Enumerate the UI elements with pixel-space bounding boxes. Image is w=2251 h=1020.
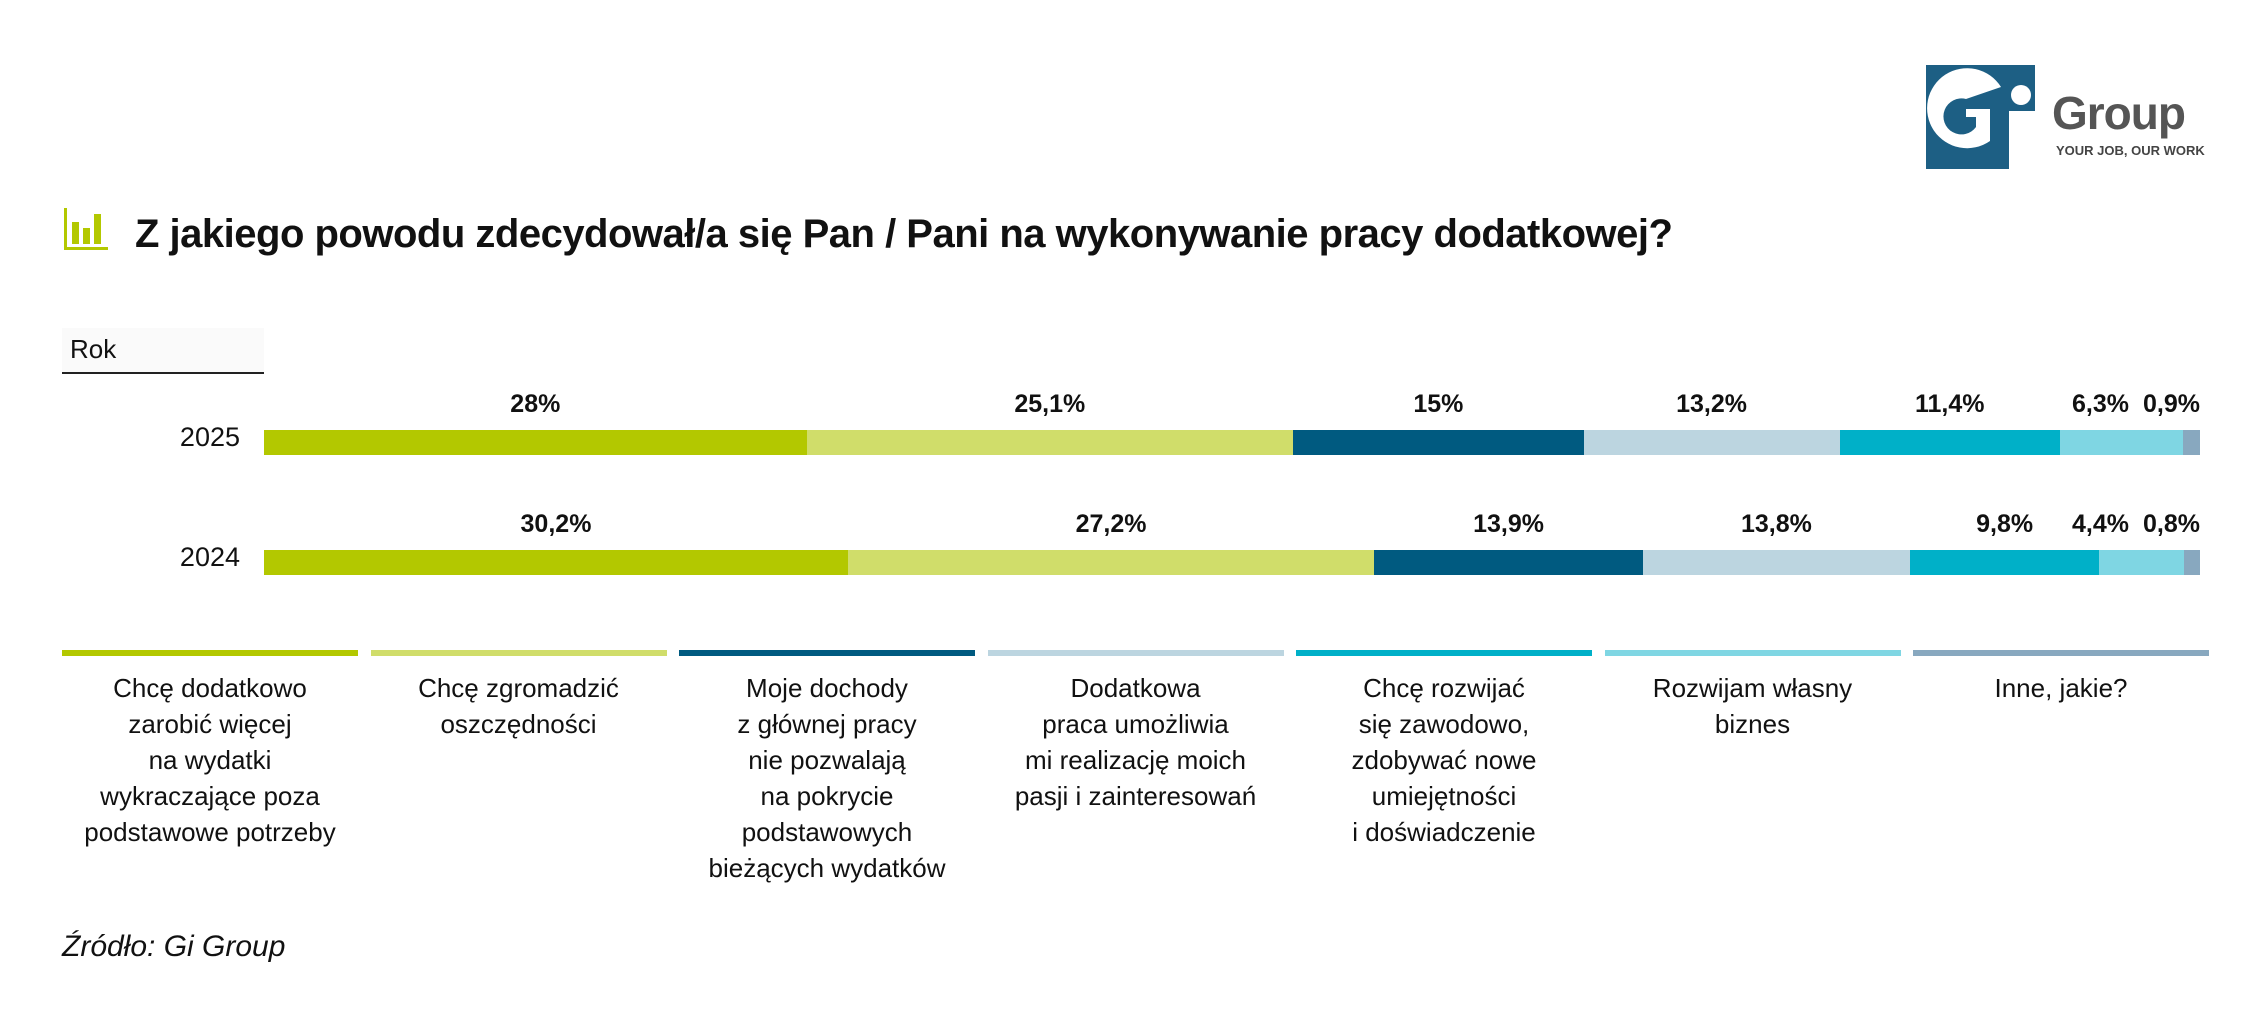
logo-tagline: YOUR JOB, OUR WORK xyxy=(2056,143,2205,158)
logo-text: Group xyxy=(2052,87,2186,139)
bar-segment xyxy=(1909,550,2100,575)
data-label: 6,3% xyxy=(2072,390,2129,418)
data-label: 13,8% xyxy=(1740,510,1812,538)
legend-label: Moje dochody z głównej pracy nie pozwala… xyxy=(708,673,946,883)
data-label: 13,2% xyxy=(1676,390,1748,418)
legend-item: Inne, jakie? xyxy=(1913,650,2209,706)
data-label: 0,9% xyxy=(2143,390,2200,418)
bar-segment xyxy=(848,550,1375,575)
legend-item: Dodatkowa praca umożliwia mi realizację … xyxy=(987,650,1284,814)
bar-segment xyxy=(2184,550,2200,575)
year-label: 2025 xyxy=(179,422,240,452)
data-label: 27,2% xyxy=(1075,510,1147,538)
data-label: 11,4% xyxy=(1915,390,1985,418)
legend-swatch xyxy=(1913,650,2209,656)
bar-segment xyxy=(264,430,807,455)
data-label: 13,9% xyxy=(1473,510,1544,538)
bar-segment xyxy=(1374,550,1643,575)
source-note: Źródło: Gi Group xyxy=(62,930,286,963)
bar-chart-icon xyxy=(64,208,108,250)
bar-segment xyxy=(1293,430,1584,455)
legend-item: Moje dochody z głównej pracy nie pozwala… xyxy=(679,650,975,886)
legend-swatch xyxy=(62,650,358,656)
data-label: 15% xyxy=(1413,390,1464,418)
gi-logo-icon xyxy=(1927,68,2035,169)
bar-segment xyxy=(2182,430,2200,455)
bar-segment xyxy=(806,430,1294,455)
legend-swatch xyxy=(1296,650,1592,656)
year-axis-header: Rok xyxy=(62,328,264,374)
bar-2024 xyxy=(264,550,2200,575)
legend-item: Chcę dodatkowo zarobić więcej na wydatki… xyxy=(62,650,358,850)
legend-label: Inne, jakie? xyxy=(1994,673,2128,703)
chart-title: Z jakiego powodu zdecydował/a się Pan / … xyxy=(135,212,1673,256)
data-label: 30,2% xyxy=(520,510,592,538)
bar-segment xyxy=(1583,430,1840,455)
legend-swatch xyxy=(1604,650,1901,656)
legend-label: Chcę zgromadzić oszczędności xyxy=(418,673,619,739)
legend-label: Dodatkowa praca umożliwia mi realizację … xyxy=(1014,673,1257,811)
data-label: 9,8% xyxy=(1976,510,2034,538)
data-label: 4,4% xyxy=(2072,510,2129,538)
legend-swatch xyxy=(679,650,975,656)
year-label: 2024 xyxy=(179,542,240,572)
legend-item: Chcę rozwijać się zawodowo, zdobywać now… xyxy=(1296,650,1592,850)
legend-swatch xyxy=(987,650,1284,656)
bar-2025 xyxy=(264,430,2200,455)
bar-segment xyxy=(2099,550,2185,575)
bar-segment xyxy=(2060,430,2183,455)
data-label: 25,1% xyxy=(1014,390,1086,418)
legend-item: Rozwijam własny biznes xyxy=(1604,650,1901,742)
legend-label: Rozwijam własny biznes xyxy=(1652,673,1853,739)
legend-item: Chcę zgromadzić oszczędności xyxy=(370,650,667,742)
gi-group-logo-mark xyxy=(1926,65,2035,169)
data-label: 0,8% xyxy=(2143,510,2200,538)
bar-segment xyxy=(1642,550,1910,575)
year-axis-label: Rok xyxy=(70,334,117,364)
bar-segment xyxy=(264,550,849,575)
data-label: 28% xyxy=(510,390,561,418)
legend-label: Chcę dodatkowo zarobić więcej na wydatki… xyxy=(84,673,336,847)
legend-label: Chcę rozwijać się zawodowo, zdobywać now… xyxy=(1351,673,1537,847)
legend-swatch xyxy=(370,650,667,656)
bar-segment xyxy=(1839,430,2061,455)
